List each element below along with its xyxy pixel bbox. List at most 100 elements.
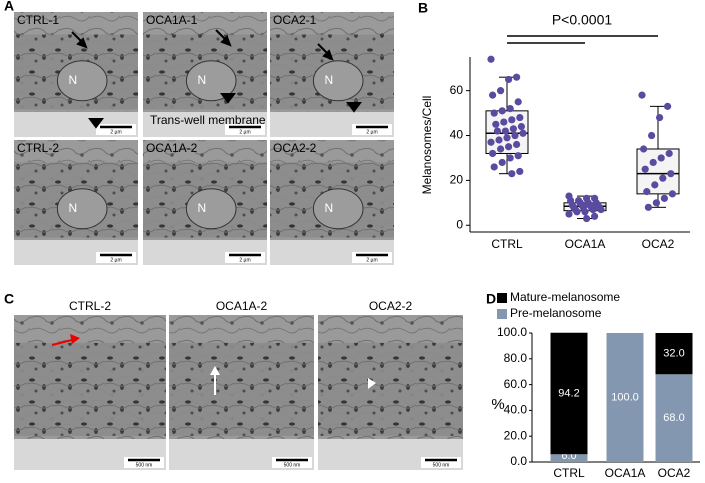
nucleus [312, 60, 364, 102]
data-point [665, 149, 673, 158]
data-point [511, 131, 519, 140]
data-point [643, 188, 651, 196]
value-label: 94.2 [558, 387, 579, 399]
nucleus [56, 60, 108, 102]
membrane-label: Trans-well membrane [150, 113, 266, 127]
nucleus-label: N [198, 73, 207, 87]
value-label: 100.0 [611, 391, 639, 403]
data-point [497, 145, 505, 153]
data-point [667, 170, 675, 178]
image-label: CTRL-1 [17, 13, 59, 27]
scale-label: 2 µm [366, 129, 377, 135]
cell-layer [14, 342, 166, 436]
legend-swatch [497, 309, 507, 319]
legend-label: Mature-melanosome [510, 290, 620, 304]
data-point [498, 107, 506, 115]
value-label: 68.0 [663, 412, 684, 424]
y-tick-label: 0.0 [510, 454, 527, 468]
nucleus [56, 188, 108, 230]
y-tick-label: 20 [450, 173, 464, 187]
data-point [508, 170, 516, 178]
scale-box [225, 252, 265, 263]
data-point [656, 113, 664, 122]
nucleus [312, 188, 364, 230]
data-point [500, 118, 508, 126]
data-point [591, 212, 599, 220]
image-label: OCA2-2 [273, 141, 317, 155]
image-label: OCA1A-2 [216, 299, 268, 313]
data-point [660, 194, 669, 202]
x-tick-label: OCA1A [605, 466, 646, 480]
data-point [487, 55, 495, 63]
scale-label: 2 µm [239, 257, 250, 263]
scale-box [96, 252, 136, 263]
micrographs: N 2 µm CTRL-1 N 2 µm OCA1A-1 N 2 µm OCA2-1 N 2 µm C… [14, 12, 463, 470]
data-point [505, 143, 513, 151]
bar-segment [655, 333, 693, 375]
y-axis-label: % [491, 396, 504, 413]
data-point [497, 87, 505, 95]
scale-box [352, 124, 392, 135]
x-tick-label: OCA2 [642, 237, 675, 251]
data-point [487, 138, 495, 146]
image-label: OCA2-1 [273, 13, 317, 27]
annotation: P<0.0001 [552, 12, 613, 28]
bar-segment [550, 454, 588, 462]
cell-layer [169, 342, 314, 436]
data-point [640, 145, 648, 153]
scale-box [124, 457, 164, 468]
data-point [503, 134, 511, 142]
data-point [505, 75, 513, 84]
bar-segment [606, 333, 644, 462]
x-tick-label: CTRL [553, 466, 585, 480]
x-tick-label: OCA2 [658, 466, 691, 480]
data-point [644, 203, 653, 211]
data-point [638, 91, 646, 99]
data-point [664, 102, 672, 110]
panel-letter: C [4, 291, 14, 307]
data-point [589, 205, 597, 214]
data-point [492, 120, 500, 128]
data-point [519, 129, 527, 137]
y-tick-label: 40 [450, 128, 464, 142]
y-tick-label: 80.0 [504, 351, 528, 365]
data-point [490, 163, 498, 171]
data-point [489, 91, 497, 99]
data-point [565, 210, 573, 218]
nucleus-label: N [69, 201, 78, 215]
data-point [668, 190, 677, 198]
scale-box [421, 457, 461, 468]
data-point [489, 149, 497, 158]
data-point [513, 140, 521, 149]
image-label: OCA1A-1 [146, 13, 198, 27]
bar-segment [655, 374, 693, 462]
data-point [506, 154, 514, 162]
legend-label: Pre-melanosome [510, 306, 602, 320]
data-point [516, 167, 524, 176]
nucleus-label: N [325, 73, 334, 87]
bar-segment [550, 332, 588, 455]
x-tick-label: CTRL [491, 237, 523, 251]
data-point [493, 127, 501, 135]
image-label: OCA1A-2 [146, 141, 198, 155]
image-label: OCA2-2 [369, 299, 413, 313]
nucleus [185, 60, 237, 102]
y-tick-label: 0 [456, 217, 463, 231]
data-point [514, 98, 522, 106]
scale-label: 2 µm [110, 129, 121, 135]
data-point [648, 131, 656, 140]
data-point [659, 174, 667, 182]
y-tick-label: 20.0 [504, 428, 528, 442]
data-point [490, 109, 498, 117]
y-tick-label: 100.0 [497, 325, 527, 339]
data-point [657, 154, 665, 162]
data-point [509, 125, 517, 133]
nucleus-label: N [198, 201, 207, 215]
data-point [501, 127, 509, 135]
data-point [506, 105, 514, 113]
scale-label: 2 µm [110, 257, 121, 263]
cell-layer [318, 342, 463, 436]
scale-box [352, 252, 392, 263]
scale-label: 500 nm [136, 462, 153, 468]
